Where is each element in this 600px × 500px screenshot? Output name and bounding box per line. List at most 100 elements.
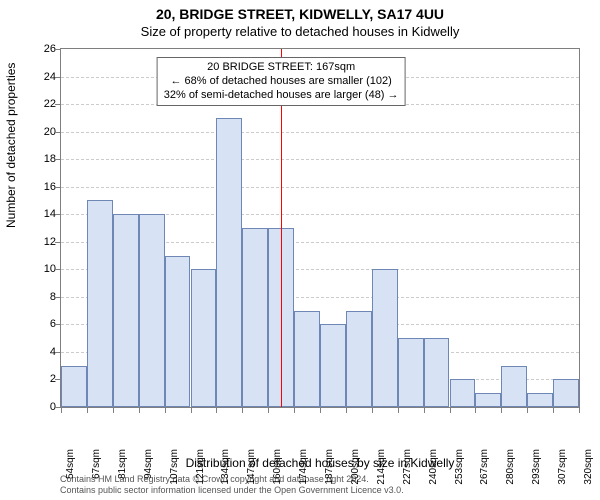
y-tick-mark — [55, 269, 60, 270]
x-tick-label: 81sqm — [117, 449, 128, 479]
y-tick-mark — [55, 214, 60, 215]
x-tick-label: 121sqm — [195, 449, 206, 485]
histogram-bar — [372, 269, 398, 407]
y-tick-label: 16 — [26, 181, 56, 193]
gridline — [61, 187, 579, 188]
x-tick-mark — [191, 408, 192, 413]
histogram-bar — [87, 200, 113, 407]
y-tick-label: 0 — [26, 401, 56, 413]
x-tick-label: 160sqm — [272, 449, 283, 485]
histogram-bar — [61, 366, 87, 407]
footer-attribution: Contains HM Land Registry data © Crown c… — [60, 474, 580, 496]
x-tick-mark — [450, 408, 451, 413]
y-tick-label: 18 — [26, 153, 56, 165]
x-tick-mark — [320, 408, 321, 413]
y-tick-label: 12 — [26, 236, 56, 248]
histogram-bar — [527, 393, 553, 407]
histogram-bar — [475, 393, 501, 407]
x-tick-label: 227sqm — [402, 449, 413, 485]
histogram-bar — [294, 311, 320, 407]
x-tick-mark — [242, 408, 243, 413]
x-tick-mark — [346, 408, 347, 413]
x-tick-mark — [61, 408, 62, 413]
y-tick-label: 6 — [26, 318, 56, 330]
x-tick-label: 187sqm — [324, 449, 335, 485]
histogram-bar — [242, 228, 268, 407]
y-tick-mark — [55, 297, 60, 298]
histogram-bar — [113, 214, 139, 407]
y-tick-mark — [55, 407, 60, 408]
x-tick-mark — [553, 408, 554, 413]
x-tick-mark — [294, 408, 295, 413]
y-tick-label: 24 — [26, 71, 56, 83]
x-tick-mark — [268, 408, 269, 413]
y-tick-label: 14 — [26, 208, 56, 220]
x-axis-label: Distribution of detached houses by size … — [60, 456, 580, 470]
x-tick-mark — [527, 408, 528, 413]
annotation-line1: 20 BRIDGE STREET: 167sqm — [207, 61, 355, 73]
y-tick-label: 4 — [26, 346, 56, 358]
x-tick-label: 147sqm — [246, 449, 257, 485]
chart-title-line2: Size of property relative to detached ho… — [0, 24, 600, 39]
histogram-bar — [450, 379, 476, 407]
histogram-bar — [139, 214, 165, 407]
y-tick-mark — [55, 77, 60, 78]
x-tick-label: 54sqm — [65, 449, 76, 479]
x-tick-label: 94sqm — [143, 449, 154, 479]
x-tick-label: 320sqm — [583, 449, 594, 485]
x-tick-label: 253sqm — [454, 449, 465, 485]
y-tick-mark — [55, 242, 60, 243]
annotation-line2: ← 68% of detached houses are smaller (10… — [170, 75, 391, 87]
y-tick-mark — [55, 324, 60, 325]
x-tick-mark — [579, 408, 580, 413]
y-tick-label: 2 — [26, 373, 56, 385]
histogram-bar — [320, 324, 346, 407]
y-tick-label: 10 — [26, 263, 56, 275]
chart-container: 20, BRIDGE STREET, KIDWELLY, SA17 4UU Si… — [0, 0, 600, 500]
histogram-bar — [398, 338, 424, 407]
footer-line2: Contains public sector information licen… — [60, 485, 580, 496]
y-tick-mark — [55, 187, 60, 188]
x-tick-label: 267sqm — [479, 449, 490, 485]
plot-area: 20 BRIDGE STREET: 167sqm ← 68% of detache… — [60, 48, 580, 408]
x-tick-label: 174sqm — [298, 449, 309, 485]
y-tick-mark — [55, 159, 60, 160]
y-tick-mark — [55, 49, 60, 50]
x-tick-label: 307sqm — [557, 449, 568, 485]
x-tick-mark — [398, 408, 399, 413]
y-tick-mark — [55, 104, 60, 105]
annotation-box: 20 BRIDGE STREET: 167sqm ← 68% of detache… — [157, 57, 406, 106]
histogram-bar — [216, 118, 242, 407]
y-axis-label: Number of detached properties — [4, 63, 18, 228]
x-tick-mark — [113, 408, 114, 413]
x-tick-label: 280sqm — [505, 449, 516, 485]
histogram-bar — [165, 256, 191, 407]
gridline — [61, 132, 579, 133]
y-tick-mark — [55, 379, 60, 380]
x-tick-label: 200sqm — [350, 449, 361, 485]
histogram-bar — [553, 379, 579, 407]
x-tick-label: 293sqm — [531, 449, 542, 485]
histogram-bar — [191, 269, 217, 407]
x-tick-label: 134sqm — [220, 449, 231, 485]
x-tick-mark — [165, 408, 166, 413]
x-tick-label: 67sqm — [91, 449, 102, 479]
y-tick-label: 22 — [26, 98, 56, 110]
x-tick-mark — [216, 408, 217, 413]
gridline — [61, 159, 579, 160]
y-tick-label: 20 — [26, 126, 56, 138]
histogram-bar — [501, 366, 527, 407]
x-tick-mark — [424, 408, 425, 413]
annotation-line3: 32% of semi-detached houses are larger (… — [164, 89, 399, 101]
x-tick-label: 107sqm — [169, 449, 180, 485]
x-tick-mark — [87, 408, 88, 413]
footer-line1: Contains HM Land Registry data © Crown c… — [60, 474, 580, 485]
x-tick-mark — [475, 408, 476, 413]
y-tick-label: 8 — [26, 291, 56, 303]
histogram-bar — [346, 311, 372, 407]
x-tick-mark — [139, 408, 140, 413]
y-tick-mark — [55, 352, 60, 353]
x-tick-mark — [501, 408, 502, 413]
y-tick-label: 26 — [26, 43, 56, 55]
x-tick-label: 214sqm — [376, 449, 387, 485]
